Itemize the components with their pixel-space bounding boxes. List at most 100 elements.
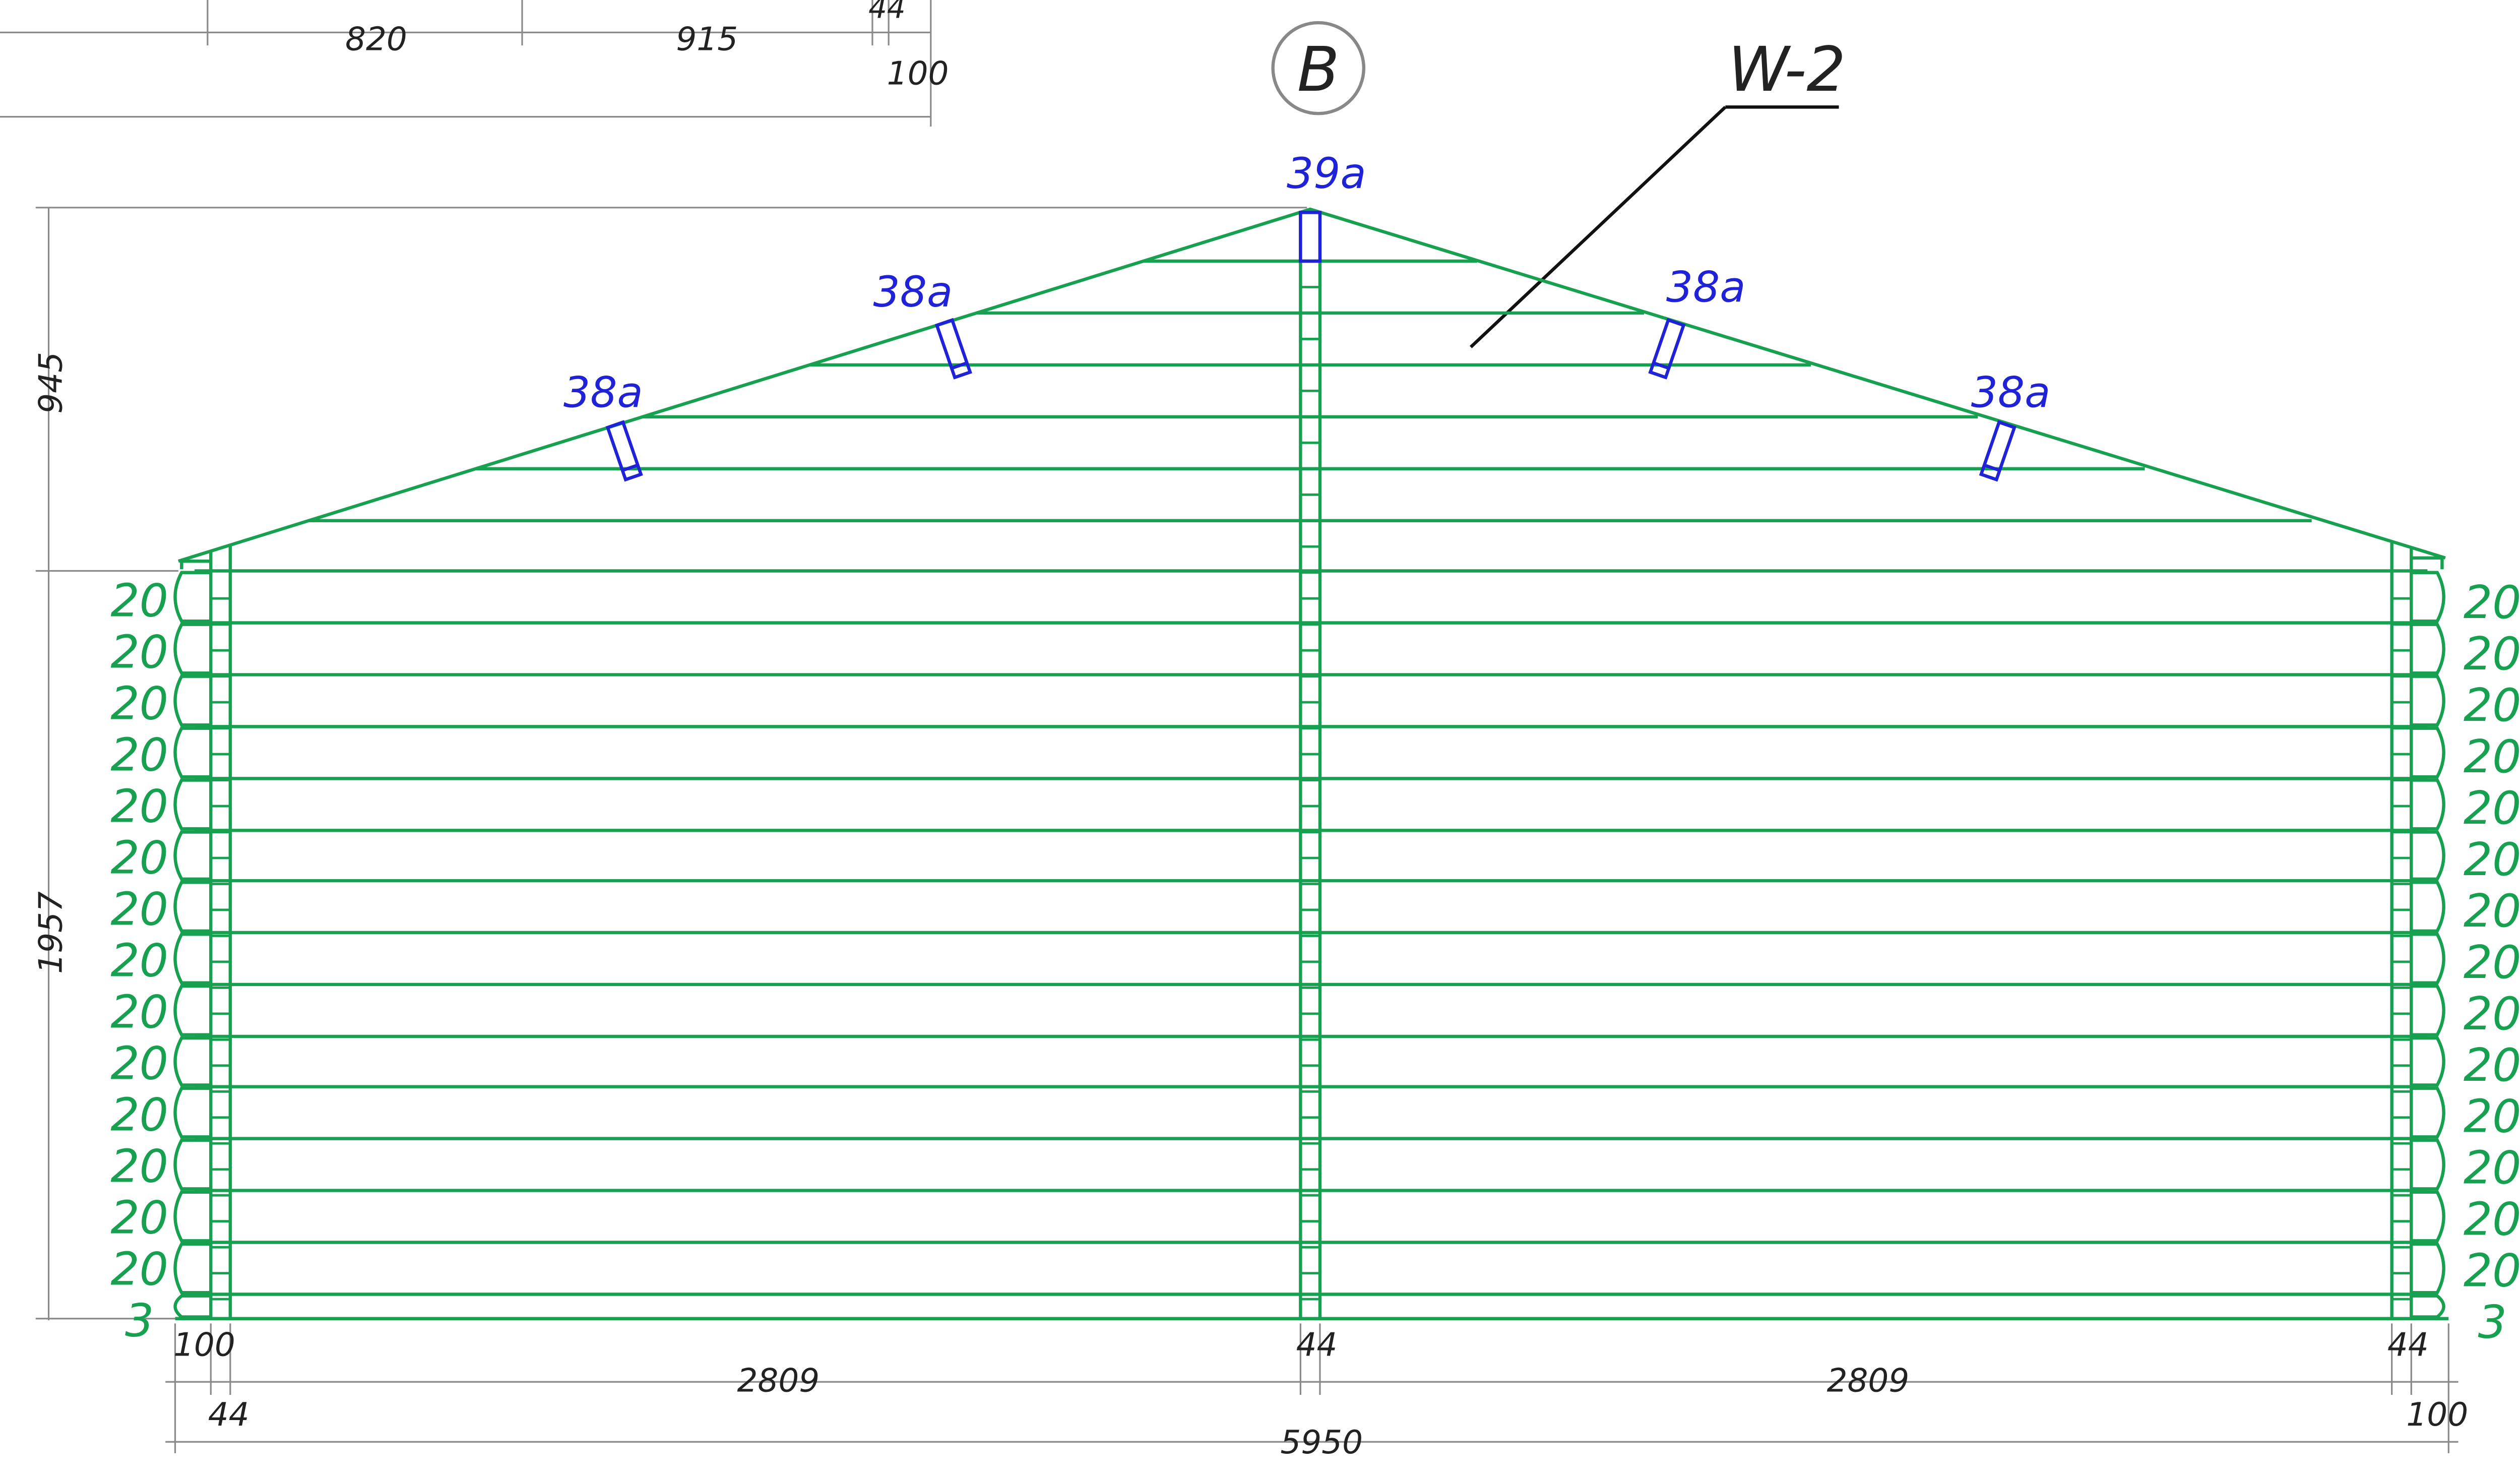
course-label-left: 20: [110, 729, 168, 782]
leader-line: [1469, 106, 1727, 348]
course-label-left: 20: [110, 935, 168, 988]
log-end-right: [2411, 571, 2445, 623]
top-dim-100: 100: [887, 54, 949, 92]
rafter-right-upper: [1648, 318, 1686, 380]
log-end-right: [2411, 778, 2445, 831]
course-label-right: 3: [2478, 1296, 2506, 1349]
left-dim-945: 945: [32, 352, 70, 414]
log-end-right: [2411, 933, 2445, 985]
log-end-left: [173, 1036, 211, 1087]
course-label-right: 20: [2464, 730, 2520, 783]
top-dim-44: 44: [868, 0, 906, 25]
axis-label: B: [1297, 34, 1340, 105]
bottom-dim-total: 5950: [1280, 1424, 1363, 1461]
rafter-label-left-lower: 38a: [563, 368, 643, 417]
log-end-right: [2411, 1190, 2445, 1243]
gable-roof-outline: [177, 207, 2446, 563]
course-label-left: 20: [110, 626, 168, 679]
post-ticks: [211, 260, 2412, 1301]
axis-circle: [1271, 21, 1366, 115]
course-label-right: 20: [2464, 885, 2520, 938]
course-label-right: 20: [2464, 833, 2520, 886]
course-label-right: 20: [2464, 1193, 2520, 1246]
course-label-left: 20: [110, 1192, 168, 1245]
bottom-dim-left-overhang: 100: [173, 1326, 235, 1364]
log-end-left: [173, 881, 211, 933]
wall-log-courses: [195, 569, 2428, 1296]
log-end-left: [173, 674, 211, 727]
log-end-right: [2411, 1294, 2445, 1319]
wall-elevation: [173, 207, 2449, 1320]
course-label-left: 20: [110, 986, 168, 1039]
log-end-right: [2411, 881, 2445, 933]
log-end-right: [2411, 1242, 2445, 1295]
left-dimensions: [35, 207, 1307, 1320]
log-end-left: [173, 1190, 211, 1243]
log-end-left: [173, 623, 211, 675]
course-label-right: 20: [2464, 1142, 2520, 1195]
log-end-left: [173, 1086, 211, 1139]
course-label-right: 20: [2464, 988, 2520, 1040]
log-end-right: [2411, 1086, 2445, 1139]
wall-label: W-2: [1728, 34, 1846, 105]
log-end-left: [173, 830, 211, 881]
rafter-label-ridge: 39a: [1287, 149, 1366, 198]
rafter-left-lower: [605, 420, 643, 482]
course-label-left: 20: [110, 1037, 168, 1090]
rafter-label-right-lower: 38a: [1971, 368, 2051, 417]
course-label-left: 20: [110, 1089, 168, 1142]
course-label-left: 20: [110, 678, 168, 730]
rafter-label-right-upper: 38a: [1666, 262, 1746, 312]
course-label-left: 20: [110, 1243, 168, 1296]
rafter-left-upper: [934, 318, 972, 380]
course-label-left: 20: [110, 780, 168, 833]
course-label-left: 20: [110, 1140, 168, 1193]
course-label-right: 20: [2464, 679, 2520, 732]
course-label-right: 20: [2464, 576, 2520, 629]
log-end-left: [173, 778, 211, 831]
log-end-right: [2411, 726, 2445, 779]
log-end-left: [173, 933, 211, 985]
course-label-left: 3: [125, 1294, 154, 1347]
log-end-left: [180, 560, 211, 570]
course-label-right: 20: [2464, 1090, 2520, 1143]
log-end-right: [2411, 623, 2445, 675]
rafter-right-lower: [1979, 420, 2017, 482]
ridge-beam: [1299, 211, 1322, 263]
axis-bubble: B: [1271, 21, 1366, 115]
top-dimensions: [0, 0, 932, 127]
course-label-right: 20: [2464, 1039, 2520, 1092]
rafters: [605, 211, 2017, 482]
bottom-dimensions: [165, 1323, 2459, 1453]
log-end-left: [173, 1242, 211, 1295]
course-label-left: 20: [110, 832, 168, 885]
log-end-right: [2411, 556, 2444, 570]
bottom-dim-right-span: 2809: [1827, 1362, 1910, 1400]
log-end-left: [173, 1294, 211, 1319]
log-end-right: [2411, 674, 2445, 727]
course-label-right: 20: [2464, 1245, 2520, 1298]
log-end-left: [173, 1138, 211, 1191]
bottom-dim-right-wall: 44: [2387, 1326, 2429, 1364]
course-label-right: 20: [2464, 782, 2520, 835]
bottom-dim-left-span: 2809: [737, 1362, 820, 1400]
left-dim-1957: 1957: [32, 891, 70, 974]
course-label-left: 20: [110, 575, 168, 628]
bottom-dim-left-wall: 44: [208, 1396, 249, 1434]
bottom-dim-center-wall: 44: [1296, 1326, 1338, 1364]
top-dim-915: 915: [676, 21, 738, 58]
log-end-right: [2411, 830, 2445, 881]
log-end-left: [173, 984, 211, 1036]
log-end-profiles: [173, 556, 2445, 1319]
course-label-right: 20: [2464, 628, 2520, 681]
log-end-right: [2411, 1138, 2445, 1191]
rafter-label-left-upper: 38a: [873, 267, 953, 317]
bottom-dim-right-overhang: 100: [2406, 1396, 2468, 1434]
top-dim-820: 820: [345, 21, 407, 58]
course-label-left: 20: [110, 883, 168, 936]
log-end-right: [2411, 984, 2445, 1036]
log-end-left: [173, 571, 211, 623]
wall-label-leader: [1469, 105, 1839, 348]
